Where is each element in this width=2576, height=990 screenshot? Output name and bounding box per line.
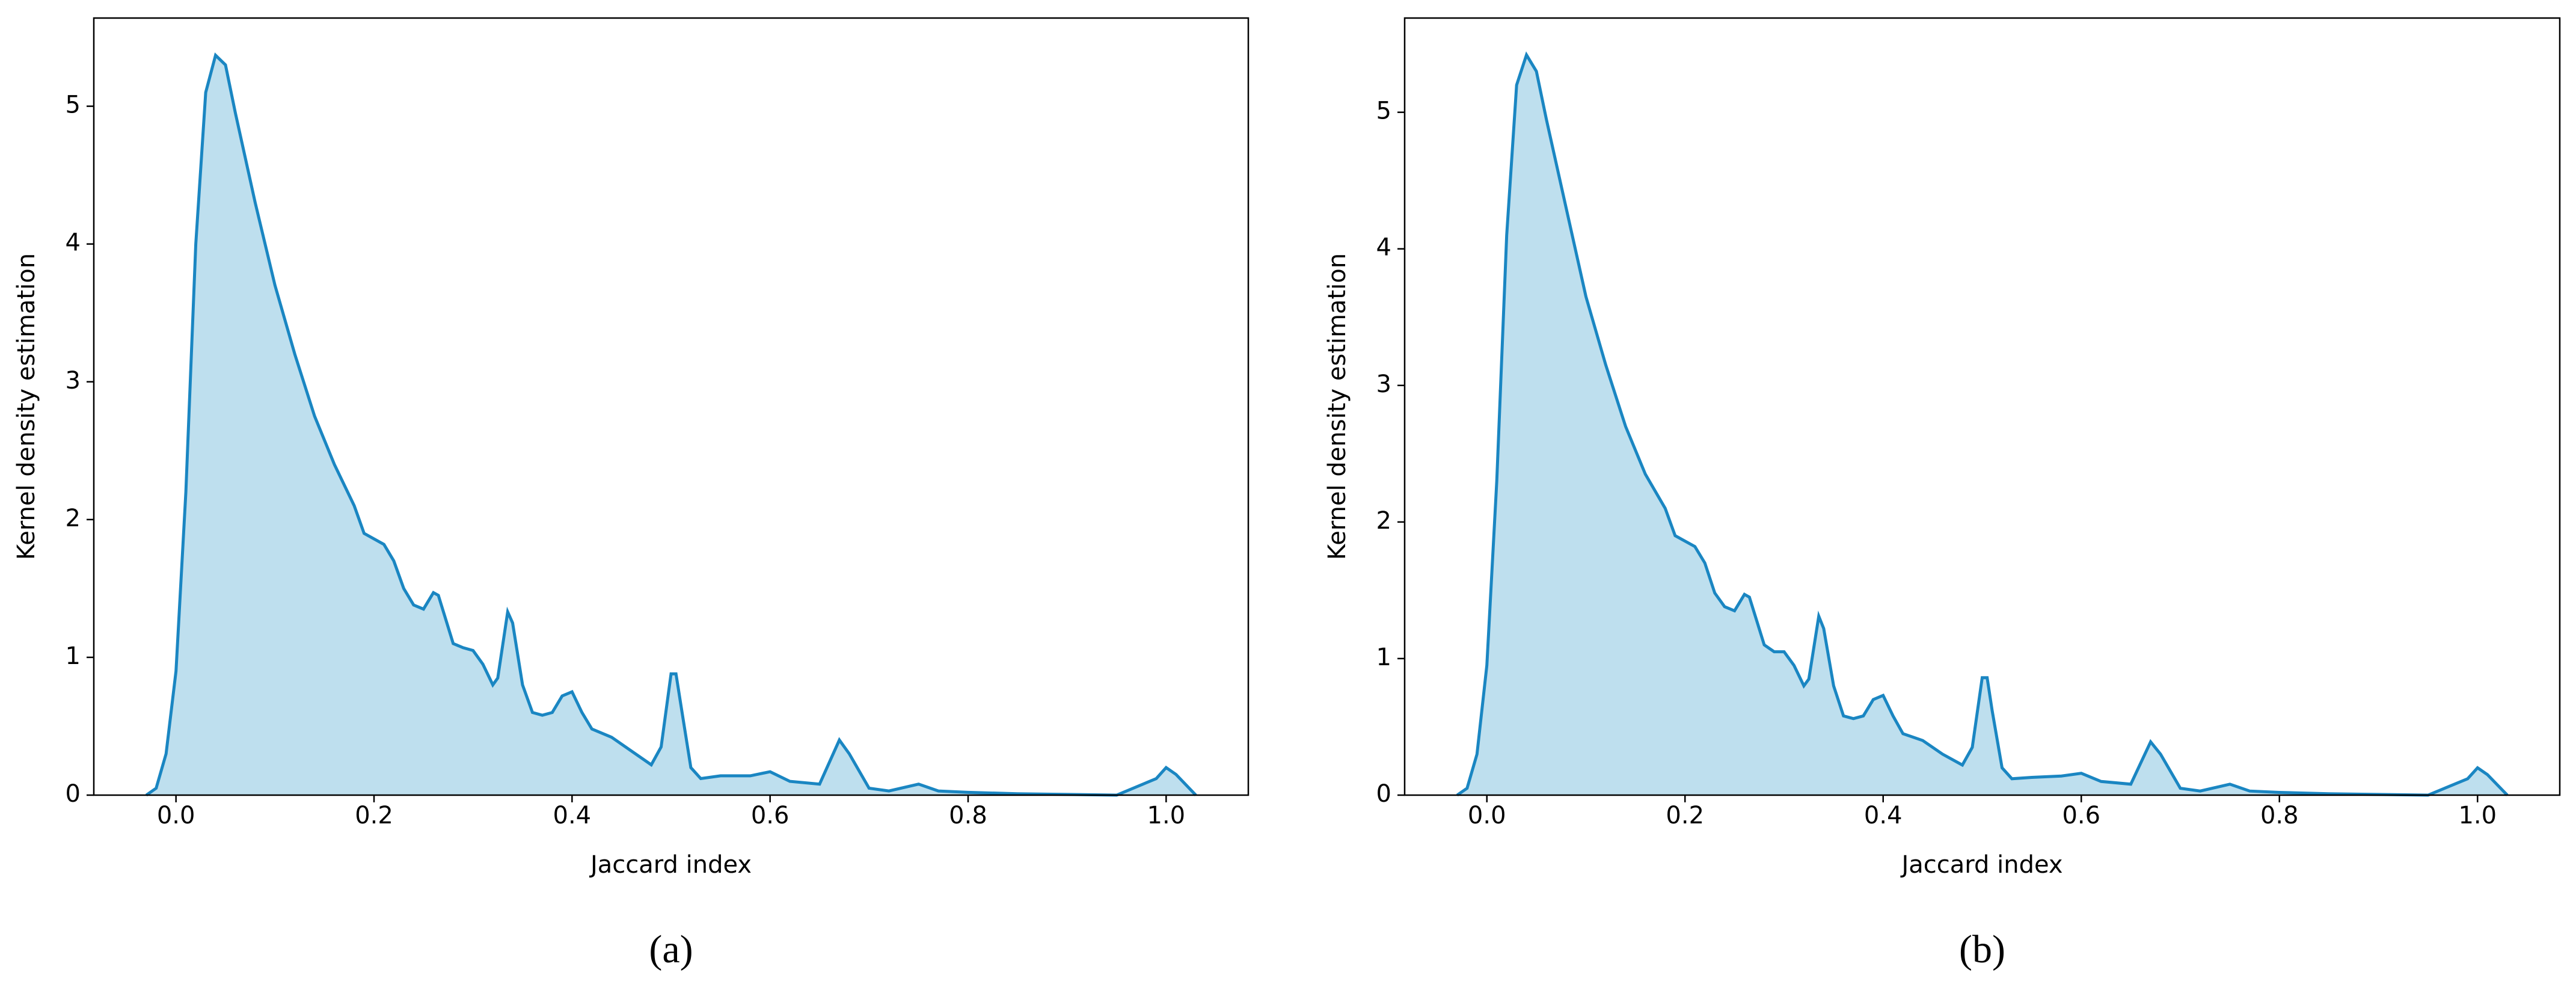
y-tick-label: 3: [1376, 370, 1391, 398]
y-tick-label: 1: [1376, 644, 1391, 671]
axes-frame: [93, 17, 1250, 796]
x-tick-label: 0.4: [1864, 802, 1903, 829]
y-tick-label: 4: [1376, 234, 1391, 262]
x-tick-label: 0.0: [1468, 802, 1506, 829]
y-tick-label: 3: [66, 367, 81, 395]
x-tick-label: 0.8: [2260, 802, 2299, 829]
x-tick-label: 0.2: [355, 802, 393, 829]
y-tick-label: 2: [1376, 507, 1391, 535]
caption: (b): [1959, 927, 2005, 971]
x-tick-label: 1.0: [1147, 802, 1186, 829]
kde-line: [145, 52, 1197, 797]
y-axis-label: Kernel density estimation: [13, 253, 40, 560]
y-tick-label: 0: [66, 780, 81, 808]
y-tick-label: 2: [66, 505, 81, 532]
y-tick-label: 0: [1376, 780, 1391, 808]
x-tick-label: 0.0: [157, 802, 195, 829]
x-tick-label: 1.0: [2458, 802, 2497, 829]
y-axis-label: Kernel density estimation: [1323, 253, 1351, 560]
x-tick-label: 0.6: [751, 802, 790, 829]
caption: (a): [649, 927, 693, 971]
kde-line: [1456, 51, 2509, 797]
kde-area: [1457, 55, 2507, 795]
x-axis-label: Jaccard index: [1900, 851, 2062, 879]
y-tick-label: 5: [66, 91, 81, 119]
x-tick-label: 0.4: [553, 802, 592, 829]
kde-area: [146, 55, 1196, 795]
x-tick-label: 0.2: [1666, 802, 1704, 829]
y-tick-label: 5: [1376, 97, 1391, 125]
x-axis-label: Jaccard index: [589, 851, 752, 879]
y-tick-label: 1: [66, 642, 81, 670]
axes-frame: [1403, 17, 2561, 796]
x-tick-label: 0.8: [949, 802, 987, 829]
y-tick-label: 4: [66, 229, 81, 257]
x-tick-label: 0.6: [2062, 802, 2100, 829]
